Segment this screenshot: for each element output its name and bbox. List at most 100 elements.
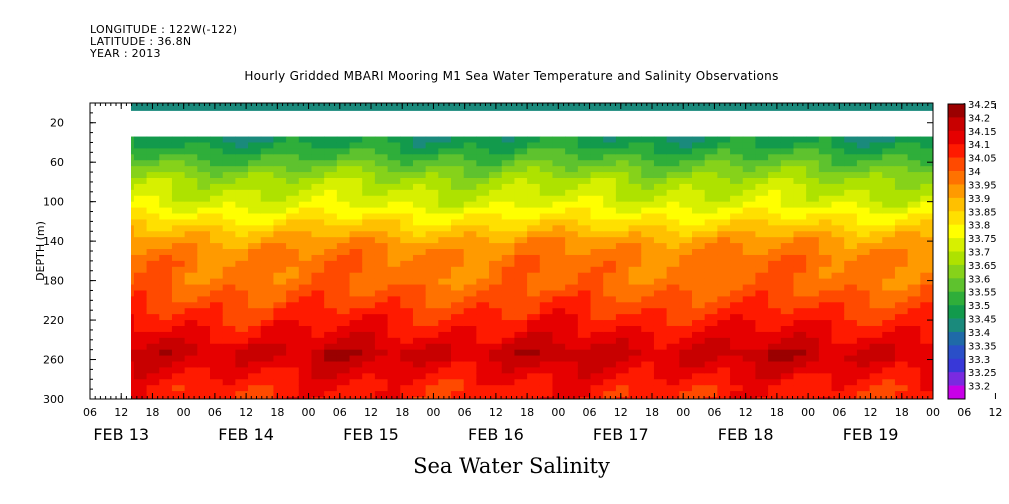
field-cell bbox=[273, 343, 287, 351]
field-cell bbox=[755, 355, 769, 363]
field-cell bbox=[131, 201, 135, 209]
field-cell bbox=[780, 183, 795, 191]
field-cell bbox=[336, 379, 351, 386]
field-cell bbox=[653, 177, 668, 185]
field-cell bbox=[920, 367, 933, 374]
field-cell bbox=[425, 160, 439, 167]
field-cell bbox=[197, 142, 211, 149]
field-cell bbox=[235, 302, 249, 309]
field-cell bbox=[210, 397, 224, 399]
field-cell bbox=[476, 219, 490, 226]
field-cell bbox=[806, 302, 820, 309]
field-cell bbox=[349, 320, 363, 327]
field-cell bbox=[844, 367, 858, 374]
field-cell bbox=[425, 325, 439, 333]
field-cell bbox=[907, 343, 921, 351]
field-cell bbox=[920, 290, 933, 297]
field-cell bbox=[679, 397, 693, 399]
field-cell bbox=[590, 379, 604, 386]
field-cell bbox=[768, 136, 782, 144]
field-cell bbox=[159, 290, 173, 297]
field-cell bbox=[552, 189, 566, 197]
field-cell bbox=[489, 272, 503, 280]
field-cell bbox=[349, 397, 363, 399]
field-cell bbox=[184, 284, 198, 292]
field-cell bbox=[552, 237, 566, 244]
field-cell bbox=[235, 201, 249, 209]
field-cell bbox=[159, 142, 173, 149]
colorbar-label: 34 bbox=[968, 167, 981, 178]
field-cell bbox=[311, 361, 325, 369]
field-cell bbox=[349, 290, 363, 297]
field-cell bbox=[324, 177, 338, 185]
field-cell bbox=[171, 148, 186, 155]
field-cell bbox=[362, 160, 376, 167]
field-cell bbox=[184, 320, 198, 327]
field-cell bbox=[514, 172, 528, 179]
field-cell bbox=[679, 278, 693, 286]
field-cell bbox=[171, 337, 186, 345]
field-cell bbox=[565, 373, 579, 380]
field-cell bbox=[476, 201, 490, 209]
field-cell bbox=[793, 361, 807, 369]
field-cell bbox=[222, 142, 236, 149]
field-cell bbox=[235, 361, 249, 369]
colorbar-label: 33.65 bbox=[968, 261, 997, 272]
field-cell bbox=[133, 284, 148, 292]
field-cell bbox=[742, 142, 757, 149]
field-cell bbox=[793, 314, 807, 321]
field-cell bbox=[818, 183, 833, 191]
field-cell bbox=[438, 397, 452, 399]
field-cell bbox=[793, 397, 807, 399]
field-cell bbox=[742, 177, 757, 185]
field-cell bbox=[489, 148, 503, 155]
field-cell bbox=[717, 308, 731, 315]
field-cell bbox=[882, 296, 896, 303]
field-cell bbox=[717, 172, 731, 179]
field-cell bbox=[476, 237, 490, 244]
field-cell bbox=[222, 314, 236, 321]
field-cell bbox=[730, 231, 744, 238]
field-cell bbox=[171, 219, 186, 226]
field-cell bbox=[742, 308, 757, 315]
field-cell bbox=[222, 278, 236, 286]
field-cell bbox=[679, 302, 693, 309]
field-cell bbox=[615, 231, 630, 238]
colorbar-swatch bbox=[948, 251, 965, 266]
field-cell bbox=[869, 142, 883, 149]
field-cell bbox=[514, 166, 528, 173]
field-cell bbox=[641, 225, 655, 232]
field-cell bbox=[273, 172, 287, 179]
field-cell bbox=[197, 136, 211, 144]
field-cell bbox=[210, 290, 224, 297]
field-cell bbox=[171, 308, 186, 315]
field-cell bbox=[362, 314, 376, 321]
x-tick-label: 18 bbox=[770, 406, 784, 419]
field-cell bbox=[603, 302, 617, 309]
field-cell bbox=[210, 367, 224, 374]
x-tick-label: 12 bbox=[739, 406, 753, 419]
field-cell bbox=[210, 225, 224, 232]
field-cell bbox=[679, 160, 693, 167]
field-cell bbox=[818, 290, 833, 297]
field-cell bbox=[831, 201, 845, 209]
field-cell bbox=[844, 373, 858, 380]
field-cell bbox=[501, 266, 516, 274]
field-cell bbox=[818, 337, 833, 345]
field-cell bbox=[920, 391, 933, 398]
field-cell bbox=[412, 302, 427, 309]
field-cell bbox=[831, 361, 845, 369]
field-cell bbox=[793, 278, 807, 286]
field-cell bbox=[615, 302, 630, 309]
field-cell bbox=[412, 343, 427, 351]
field-cell bbox=[742, 219, 757, 226]
field-cell bbox=[273, 379, 287, 386]
colorbar-swatch bbox=[948, 345, 965, 360]
salinity-field bbox=[131, 103, 933, 399]
field-cell bbox=[894, 160, 909, 167]
field-cell bbox=[514, 136, 528, 144]
field-cell bbox=[197, 379, 211, 386]
field-cell bbox=[679, 349, 693, 357]
field-cell bbox=[755, 284, 769, 292]
